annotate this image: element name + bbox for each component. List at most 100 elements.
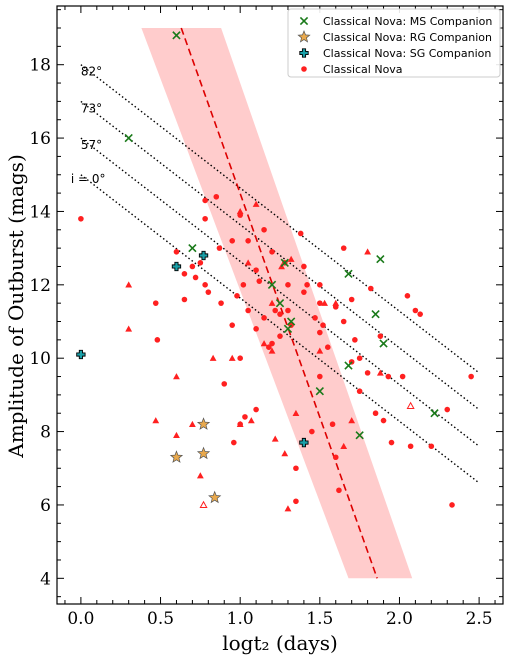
- data-point: [340, 245, 347, 251]
- data-point: [198, 250, 209, 261]
- data-point: [385, 373, 392, 380]
- y-tick-label: 18: [29, 56, 51, 76]
- x-axis-title: logt₂ (days): [222, 631, 338, 655]
- legend-label: Classical Nova: [323, 63, 403, 76]
- data-point: [218, 300, 224, 306]
- legend-label: Classical Nova: RG Companion: [323, 31, 492, 44]
- data-point: [285, 307, 291, 314]
- x-tick-label: 1.0: [227, 609, 254, 629]
- data-point: [202, 215, 208, 222]
- legend-box: [287, 8, 501, 78]
- legend-marker: [297, 30, 311, 43]
- x-tick-label: 0.0: [67, 609, 94, 629]
- data-point: [293, 465, 299, 472]
- data-point: [301, 263, 307, 270]
- data-point: [152, 300, 159, 306]
- data-point: [205, 289, 212, 295]
- data-point: [266, 344, 272, 350]
- data-point: [252, 200, 260, 207]
- data-point: [417, 311, 423, 317]
- data-point: [202, 282, 208, 288]
- data-point: [261, 226, 267, 233]
- data-point: [283, 324, 293, 334]
- data-point: [199, 500, 208, 509]
- legend-label: Classical Nova: MS Companion: [323, 15, 492, 28]
- legend-label: Classical Nova: SG Companion: [323, 47, 491, 60]
- data-point: [336, 487, 342, 494]
- data-point: [321, 299, 328, 306]
- data-point: [260, 340, 268, 347]
- data-point: [468, 373, 474, 380]
- data-point: [352, 337, 358, 343]
- data-point: [281, 450, 289, 457]
- data-point: [344, 361, 353, 370]
- data-point: [292, 409, 300, 416]
- data-point: [364, 248, 372, 255]
- data-point: [209, 354, 217, 361]
- data-point: [196, 446, 211, 460]
- data-point: [340, 318, 347, 325]
- data-point: [125, 325, 133, 332]
- data-point: [76, 349, 86, 360]
- data-point: [268, 299, 276, 306]
- data-point: [237, 355, 243, 361]
- y-tick-label: 12: [29, 276, 51, 296]
- data-point: [299, 437, 309, 448]
- data-point: [444, 406, 451, 413]
- data-point: [173, 249, 180, 255]
- data-point: [371, 310, 380, 319]
- data-point: [228, 354, 236, 361]
- data-point: [231, 439, 237, 446]
- y-tick-label: 16: [29, 129, 51, 149]
- data-point: [430, 409, 439, 418]
- data-point: [320, 322, 326, 328]
- x-tick-label: 2.0: [386, 609, 413, 629]
- data-point: [124, 133, 133, 143]
- data-point: [348, 417, 356, 424]
- data-point: [286, 317, 296, 326]
- data-point: [213, 193, 220, 200]
- y-tick-label: 14: [29, 202, 51, 222]
- data-point: [172, 31, 181, 40]
- data-point: [316, 347, 324, 354]
- data-point: [236, 420, 244, 427]
- data-point: [154, 337, 161, 343]
- data-point: [216, 245, 223, 251]
- data-point: [344, 269, 353, 278]
- data-point: [245, 237, 251, 244]
- data-point: [242, 414, 248, 420]
- data-point: [407, 443, 414, 450]
- data-point: [152, 417, 160, 424]
- data-point: [256, 278, 263, 284]
- data-point: [388, 439, 395, 446]
- data-point: [324, 344, 331, 350]
- data-point: [78, 215, 84, 222]
- data-point: [253, 267, 259, 273]
- data-point: [372, 410, 379, 417]
- data-point: [355, 431, 364, 440]
- data-point: [380, 417, 387, 424]
- data-point: [229, 237, 236, 244]
- data-point: [181, 271, 188, 277]
- data-point: [236, 208, 244, 215]
- data-point: [269, 249, 275, 255]
- inclination-label-2: 73°: [81, 101, 102, 115]
- data-point: [315, 387, 324, 396]
- data-point: [412, 307, 419, 314]
- data-point: [253, 326, 259, 332]
- data-point: [188, 420, 196, 427]
- data-point: [317, 329, 323, 336]
- data-point: [379, 339, 388, 348]
- data-point: [272, 307, 279, 314]
- data-point: [277, 333, 283, 339]
- legend-marker: [301, 66, 307, 72]
- data-point: [269, 340, 275, 347]
- data-point: [364, 370, 371, 376]
- data-point: [268, 347, 276, 354]
- data-point: [253, 406, 259, 413]
- data-point: [196, 472, 204, 479]
- data-point: [173, 431, 180, 438]
- legend: Classical Nova: MS Companion Classical No…: [287, 8, 501, 78]
- data-point: [356, 388, 363, 395]
